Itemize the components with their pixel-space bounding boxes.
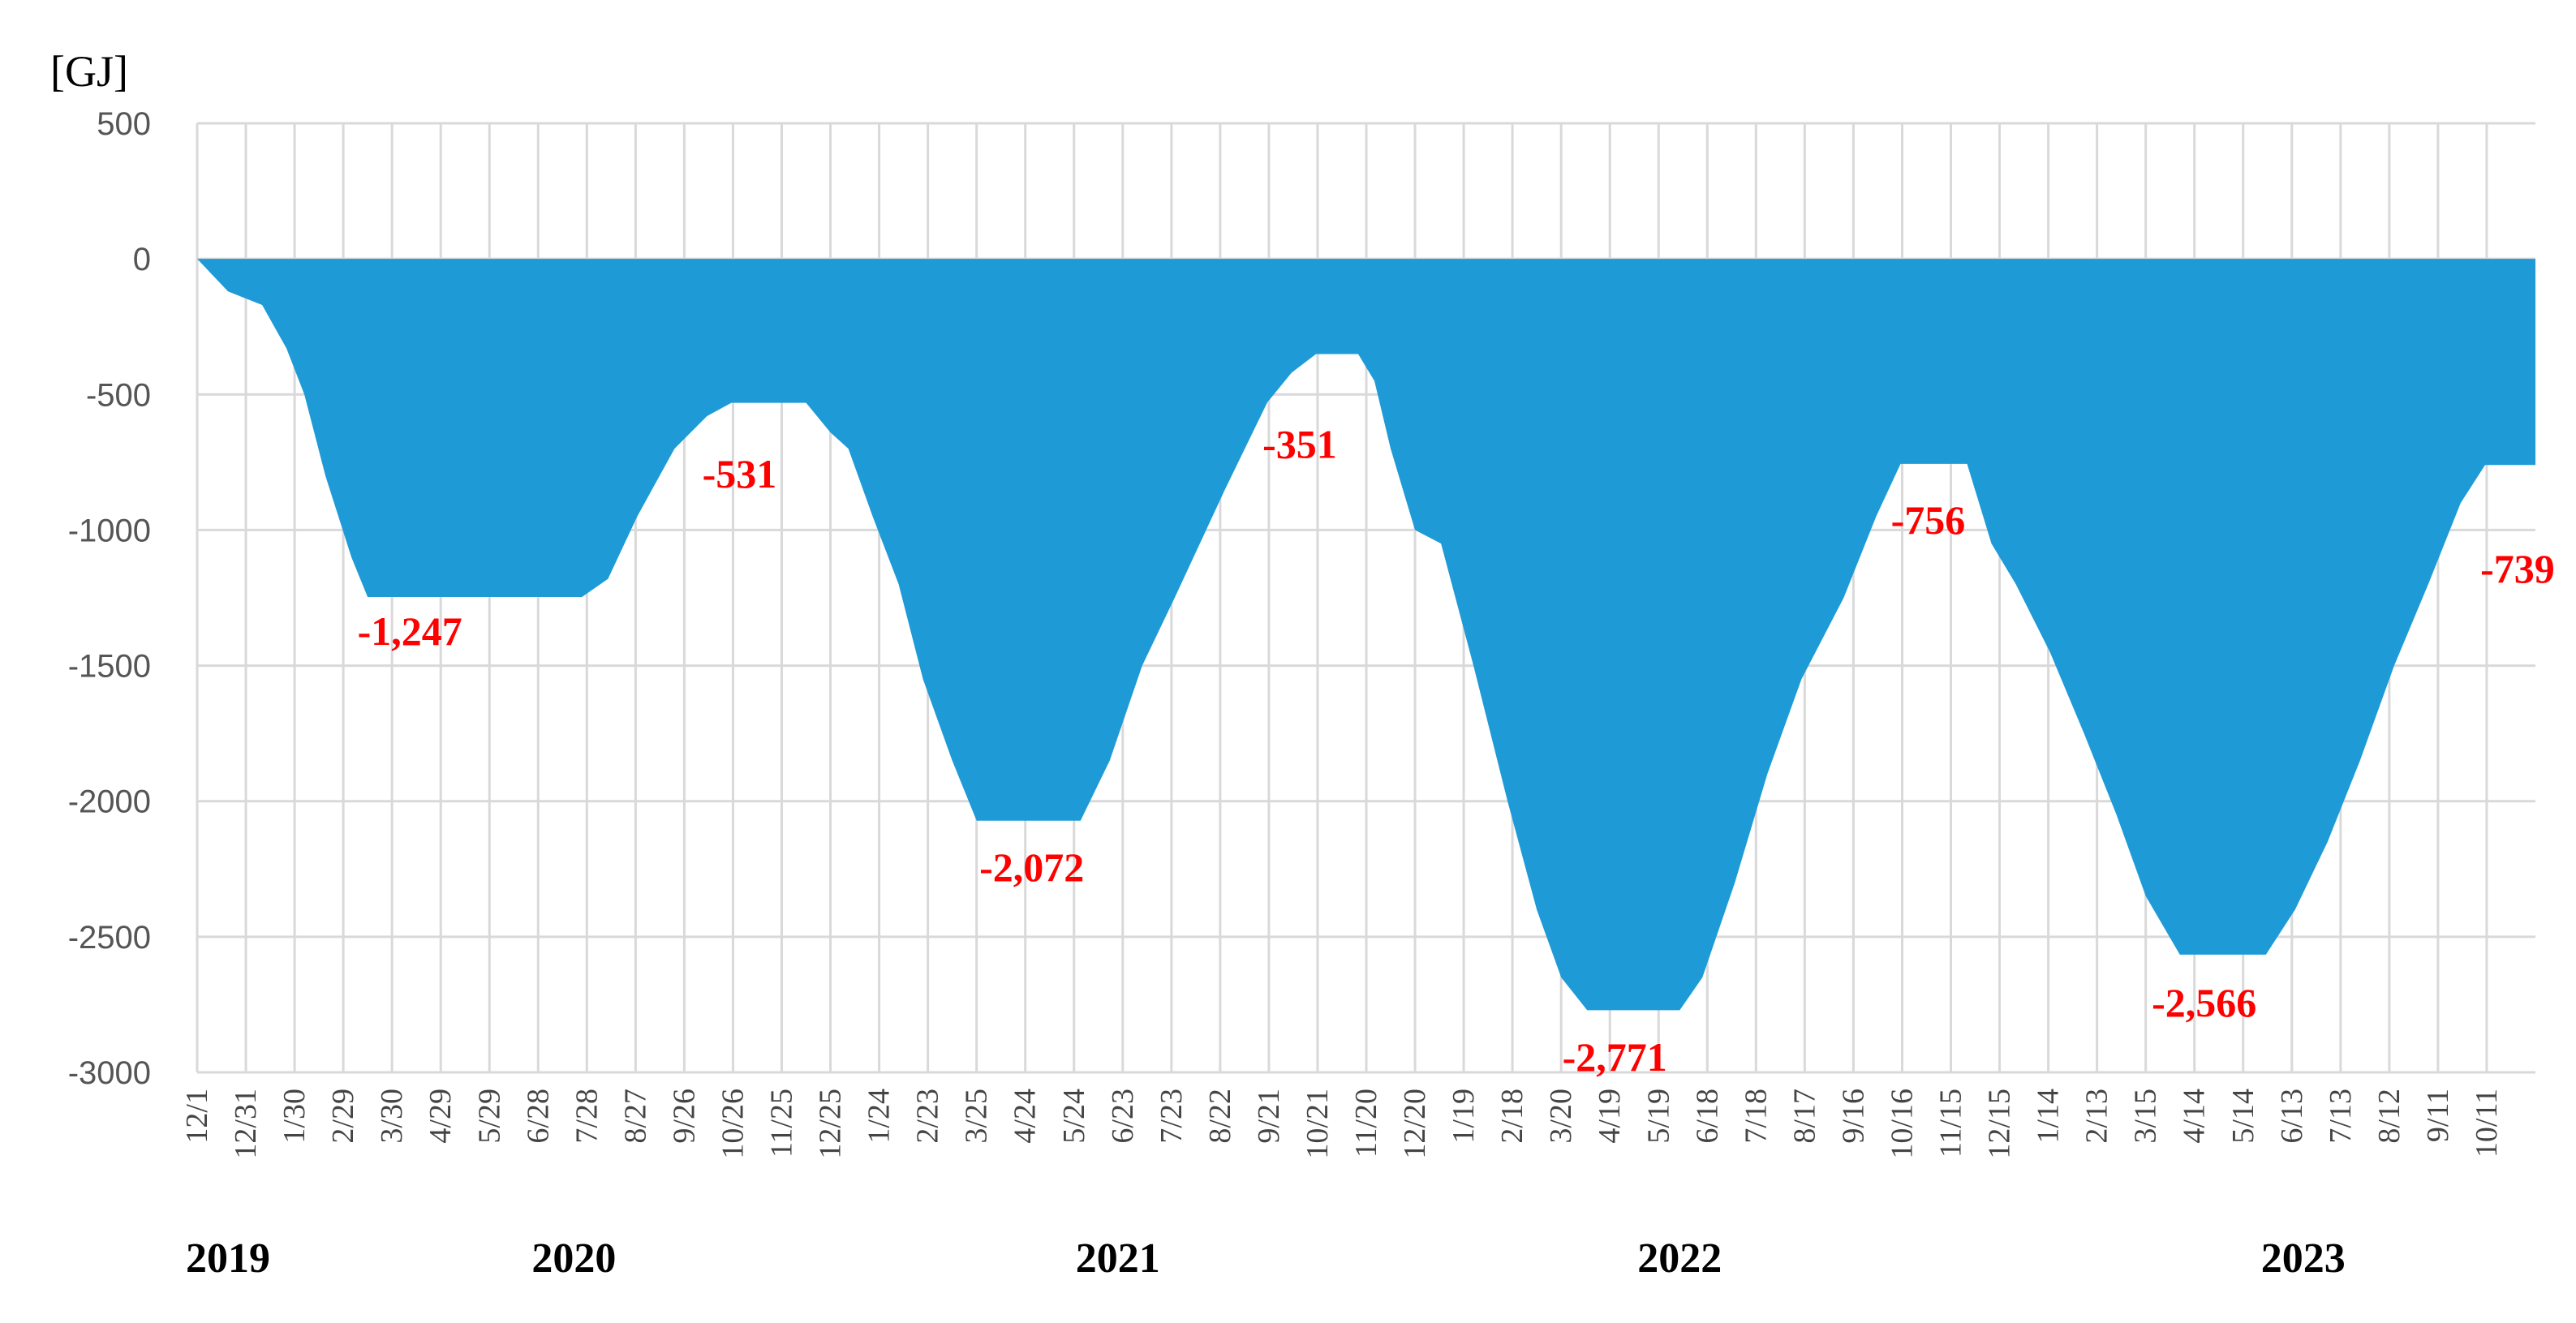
x-tick-label: 9/16 <box>1836 1089 1870 1144</box>
y-tick-label: -500 <box>86 377 151 413</box>
y-tick-label: -2000 <box>68 784 151 820</box>
x-tick-label: 12/1 <box>180 1089 214 1144</box>
value-annotation: -756 <box>1891 497 1966 543</box>
value-annotation: -2,566 <box>2152 980 2256 1025</box>
x-tick-label: 8/17 <box>1787 1089 1821 1144</box>
x-tick-label: 12/31 <box>229 1089 263 1159</box>
value-annotation: -739 <box>2480 546 2555 591</box>
year-label: 2023 <box>2261 1235 2346 1282</box>
x-tick-label: 10/26 <box>716 1089 750 1159</box>
x-tick-label: 5/24 <box>1057 1089 1091 1144</box>
x-tick-label: 3/30 <box>375 1089 409 1144</box>
x-tick-label: 6/18 <box>1690 1089 1724 1144</box>
year-label: 2019 <box>186 1235 270 1282</box>
y-tick-label: -2500 <box>68 920 151 956</box>
x-tick-label: 2/13 <box>2080 1089 2114 1144</box>
x-tick-label: 12/20 <box>1398 1089 1432 1159</box>
y-tick-label: 500 <box>97 106 151 142</box>
x-tick-label: 11/15 <box>1934 1089 1968 1158</box>
x-tick-label: 5/14 <box>2226 1089 2260 1144</box>
x-tick-label: 4/14 <box>2178 1089 2212 1144</box>
x-tick-label: 2/23 <box>911 1089 945 1144</box>
value-annotation: -351 <box>1262 421 1337 466</box>
x-tick-label: 1/19 <box>1447 1089 1481 1144</box>
year-label: 2020 <box>531 1235 616 1282</box>
x-tick-label: 9/26 <box>667 1089 701 1144</box>
x-tick-label: 8/22 <box>1203 1089 1237 1144</box>
data-annotations: -1,247 -531 -2,072 -351 -2,771 -756 -2,566 -739 <box>358 421 2555 1079</box>
x-tick-label: 1/24 <box>862 1089 897 1144</box>
year-label: 2022 <box>1637 1235 1722 1282</box>
x-tick-label: 7/13 <box>2324 1089 2358 1144</box>
series-area-fill <box>197 259 2535 1011</box>
x-tick-label: 10/21 <box>1301 1089 1335 1159</box>
value-annotation: -1,247 <box>358 608 462 654</box>
x-tick-label: 1/14 <box>2032 1089 2066 1144</box>
y-tick-label: -1500 <box>68 649 151 685</box>
y-tick-label: -1000 <box>68 513 151 548</box>
y-axis-unit-label: [GJ] <box>50 47 128 96</box>
x-tick-label: 9/11 <box>2421 1089 2455 1142</box>
year-labels: 2019 2020 2021 2022 2023 <box>186 1235 2346 1282</box>
y-axis-ticks: 500 0 -500 -1000 -1500 -2000 -2500 -3000 <box>68 106 151 1091</box>
x-tick-label: 6/13 <box>2275 1089 2309 1144</box>
x-tick-label: 7/23 <box>1155 1089 1189 1144</box>
x-tick-label: 3/15 <box>2129 1089 2163 1144</box>
x-tick-label: 2/18 <box>1495 1089 1529 1144</box>
x-tick-label: 6/28 <box>521 1089 555 1144</box>
x-tick-label: 11/25 <box>765 1089 799 1158</box>
x-axis-ticks: 12/1 12/31 1/30 2/29 3/30 4/29 5/29 6/28 7/28 8/2… <box>180 1089 2504 1159</box>
y-tick-label: 0 <box>133 242 151 277</box>
x-tick-label: 8/12 <box>2372 1089 2406 1144</box>
y-tick-label: -3000 <box>68 1055 151 1091</box>
x-tick-label: 9/21 <box>1252 1089 1286 1144</box>
year-label: 2021 <box>1076 1235 1160 1282</box>
x-tick-label: 4/24 <box>1008 1089 1043 1144</box>
x-tick-label: 2/29 <box>326 1089 360 1144</box>
x-tick-label: 10/11 <box>2470 1089 2504 1158</box>
value-annotation: -2,072 <box>979 844 1084 890</box>
x-tick-label: 12/25 <box>814 1089 848 1159</box>
value-annotation: -2,771 <box>1563 1034 1667 1080</box>
series-area <box>197 259 2535 1011</box>
x-tick-label: 1/30 <box>277 1089 312 1144</box>
x-tick-label: 11/20 <box>1349 1089 1383 1158</box>
value-annotation: -531 <box>703 451 777 496</box>
x-tick-label: 4/29 <box>424 1089 458 1144</box>
x-tick-label: 4/19 <box>1593 1089 1627 1144</box>
x-tick-label: 3/20 <box>1544 1089 1578 1144</box>
x-tick-label: 7/28 <box>570 1089 604 1144</box>
x-tick-label: 3/25 <box>960 1089 994 1144</box>
x-tick-label: 12/15 <box>1983 1089 2017 1159</box>
x-tick-label: 7/18 <box>1739 1089 1773 1144</box>
x-tick-label: 8/27 <box>618 1089 652 1144</box>
x-tick-label: 6/23 <box>1106 1089 1140 1144</box>
x-tick-label: 5/29 <box>472 1089 506 1144</box>
x-tick-label: 5/19 <box>1641 1089 1675 1144</box>
x-tick-label: 10/16 <box>1885 1089 1919 1159</box>
